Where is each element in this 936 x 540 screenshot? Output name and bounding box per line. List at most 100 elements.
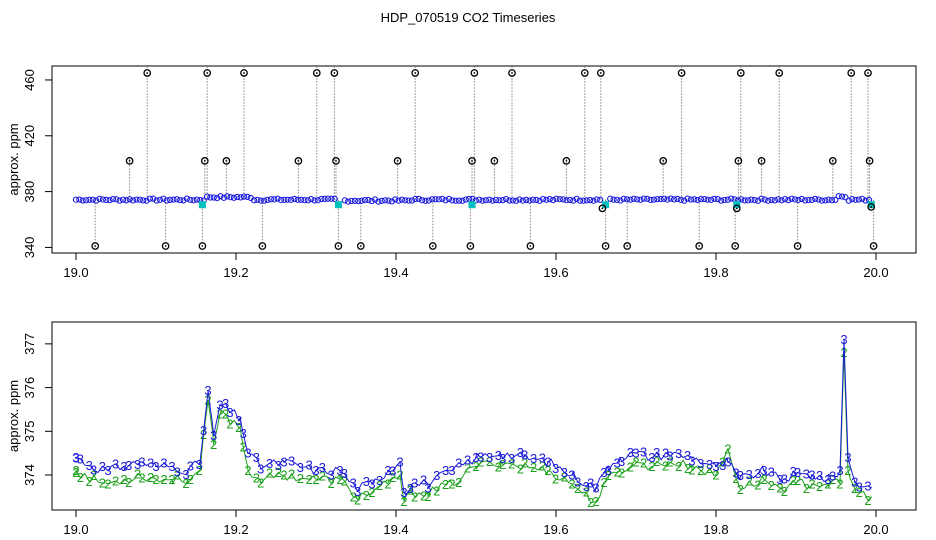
data-point: [328, 195, 335, 202]
data-point: [479, 197, 486, 204]
series-2-marker: 2: [472, 459, 479, 474]
data-point: [785, 197, 792, 204]
data-point: [126, 196, 133, 203]
top-plot-frame: [51, 65, 917, 254]
data-point: [637, 196, 644, 203]
data-point: [435, 196, 442, 203]
spike-marker: [580, 69, 589, 77]
series-3-marker: 3: [152, 459, 159, 474]
data-point: [439, 195, 446, 202]
series-3-marker: 3: [684, 448, 691, 463]
data-point: [301, 197, 308, 204]
top-y-axis-label: approx. ppm: [6, 123, 21, 195]
data-point: [795, 196, 802, 204]
series-2-marker: 2: [662, 459, 669, 474]
data-point: [99, 196, 106, 203]
series-3-marker: 3: [204, 383, 211, 398]
spike-marker-dot: [335, 159, 337, 162]
data-point: [113, 196, 120, 203]
data-point: [361, 197, 369, 204]
marker-square: [468, 201, 476, 209]
series-2-marker: 2: [400, 494, 407, 509]
data-point: [224, 193, 231, 200]
series-3-marker: 3: [499, 451, 506, 466]
data-point: [613, 196, 621, 203]
data-point: [267, 196, 274, 203]
data-point: [640, 195, 647, 202]
series-2-marker: 2: [407, 483, 414, 498]
top-x-tick-label: 19.4: [383, 265, 408, 280]
series-3-marker: 3: [216, 398, 223, 413]
top-y-tick-label: 460: [22, 69, 37, 91]
data-point: [378, 197, 385, 204]
data-point: [489, 197, 496, 204]
data-point: [449, 197, 456, 204]
data-point: [681, 197, 688, 204]
data-point: [634, 196, 641, 203]
spike-marker-dot: [94, 245, 97, 247]
series-2-marker: 2: [266, 465, 273, 480]
series-2-marker: 2: [152, 472, 159, 487]
data-point: [93, 197, 100, 204]
data-point: [751, 197, 758, 204]
series-3-marker: 3: [781, 471, 788, 486]
data-point: [214, 195, 221, 202]
series-3-marker: 3: [712, 459, 719, 474]
series-3-marker: 3: [856, 479, 863, 494]
series-2-marker: 2: [222, 407, 229, 422]
series-2-marker: 2: [280, 468, 287, 483]
series-3-marker: 3: [411, 475, 418, 490]
data-point: [395, 197, 402, 204]
data-point: [143, 197, 150, 204]
series-3-marker: 3: [433, 468, 440, 483]
series-2-marker: 2: [760, 472, 767, 487]
series-2-marker: 2: [86, 474, 93, 489]
series-3-marker: 3: [407, 481, 414, 496]
series-2-marker: 2: [592, 494, 599, 509]
data-point: [187, 196, 194, 203]
spike-marker-dot: [737, 159, 740, 162]
data-point: [583, 197, 590, 204]
series-3-marker: 3: [266, 456, 273, 471]
bottom-y-axis-label: approx. ppm: [6, 380, 21, 452]
data-point: [254, 196, 261, 203]
series-3-marker: 3: [552, 461, 559, 476]
data-point: [217, 193, 224, 200]
data-point: [324, 195, 332, 202]
series-2-marker: 2: [235, 420, 242, 435]
spike-marker: [240, 69, 248, 77]
data-point: [250, 197, 258, 204]
series-3-marker: 3: [125, 458, 132, 473]
series-3-marker: 3: [732, 466, 739, 481]
data-point: [650, 196, 658, 203]
data-point: [294, 196, 301, 203]
series-3-marker: 3: [614, 456, 621, 471]
data-point: [704, 196, 711, 203]
spike-marker: [865, 157, 874, 165]
series-2-marker: 2: [368, 485, 375, 500]
data-point: [402, 197, 409, 204]
bottom-x-tick-label: 19.0: [63, 522, 88, 537]
series-3-marker: 3: [477, 450, 484, 465]
data-point: [660, 195, 668, 202]
series-3-marker: 3: [72, 450, 79, 465]
series-2-marker: 2: [706, 461, 713, 476]
spike-marker-dot: [493, 159, 496, 162]
bottom-x-tick-label: 19.8: [703, 522, 728, 537]
data-point: [697, 196, 705, 203]
data-point: [230, 194, 238, 201]
data-point: [748, 196, 755, 203]
data-point: [274, 195, 281, 202]
data-point: [314, 197, 322, 204]
series-2-marker: 2: [648, 459, 655, 474]
series-3-marker: 3: [253, 450, 260, 465]
data-point: [455, 197, 463, 204]
data-point: [415, 195, 422, 202]
data-point: [432, 196, 439, 203]
series-2-marker: 2: [539, 459, 546, 474]
spike-marker-dot: [604, 245, 607, 247]
spike-marker-dot: [778, 72, 781, 74]
series-2-marker: 2: [433, 484, 440, 499]
